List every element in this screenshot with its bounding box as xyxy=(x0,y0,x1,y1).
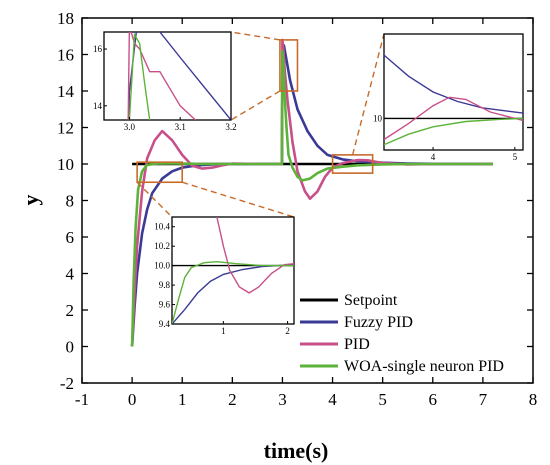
x-tick-label: 1 xyxy=(178,390,187,409)
legend-label: PID xyxy=(344,336,370,353)
inset-series-pid xyxy=(216,217,294,294)
x-tick-label: 4 xyxy=(328,390,337,409)
inset-y-tick-label: 9.4 xyxy=(159,319,171,329)
inset-frame xyxy=(171,216,295,325)
legend-item-setpoint: Setpoint xyxy=(300,292,398,309)
inset-y-tick-label: 10.2 xyxy=(154,241,170,251)
y-tick-label: 6 xyxy=(66,228,75,247)
series-line-pid xyxy=(130,38,493,347)
inset-zoom-rise: 1 2 9.4 9.6 9.8 10.0 10.2 10.4 xyxy=(154,216,295,336)
inset-y-tick-label: 9.8 xyxy=(159,280,171,290)
x-tick-label: 2 xyxy=(228,390,237,409)
connector-line xyxy=(136,181,173,218)
inset-x-tick-label: 3.1 xyxy=(175,122,186,132)
y-tick-label: 8 xyxy=(66,192,75,211)
zoom-boxes xyxy=(136,31,385,218)
inset-x-tick-label: 1 xyxy=(221,326,226,336)
insets: 3.0 3.1 3.2 14 16 4 5 10 1 2 9.4 9.6 9.8 10.0 10.2 10.4 xyxy=(93,31,524,336)
y-tick-label: 12 xyxy=(57,119,74,138)
inset-series-woa-single-neuron-pid xyxy=(128,32,151,120)
inset-x-tick-label: 5 xyxy=(513,152,518,162)
y-tick-label: 4 xyxy=(66,265,75,284)
inset-y-tick-label: 10.4 xyxy=(154,222,170,232)
inset-series-pid xyxy=(127,32,196,120)
connector-line xyxy=(351,33,385,156)
inset-y-tick-label: 10.0 xyxy=(154,261,170,271)
y-tick-label: 0 xyxy=(66,338,75,357)
inset-frame xyxy=(383,33,524,151)
y-tick-label: 10 xyxy=(57,155,74,174)
legend-item-pid: PID xyxy=(300,336,370,353)
x-tick-label: -1 xyxy=(75,390,89,409)
inset-y-tick-label: 16 xyxy=(93,44,103,54)
inset-x-tick-label: 2 xyxy=(285,326,290,336)
legend-label: Setpoint xyxy=(344,292,398,309)
series-line-woa-single-neuron-pid xyxy=(130,49,493,347)
inset-x-tick-label: 3.0 xyxy=(124,122,136,132)
inset-lines xyxy=(127,32,231,120)
x-tick-label: 7 xyxy=(479,390,488,409)
inset-series-fuzzy-pid xyxy=(384,54,523,114)
legend-label: WOA-single neuron PID xyxy=(344,358,504,375)
y-tick-label: 14 xyxy=(57,82,75,101)
inset-series-pid xyxy=(384,96,523,141)
inset-zoom-settle: 4 5 10 xyxy=(373,33,524,162)
source-box-zoom-rise xyxy=(136,161,184,184)
connector-line xyxy=(182,181,295,218)
x-tick-label: 0 xyxy=(128,390,137,409)
x-tick-label: 5 xyxy=(378,390,387,409)
x-axis-title: time(s) xyxy=(264,438,329,463)
legend-item-fuzzy-pid: Fuzzy PID xyxy=(300,314,413,331)
y-tick-label: 18 xyxy=(57,9,74,28)
inset-series-woa-single-neuron-pid xyxy=(384,117,523,146)
x-tick-label: 8 xyxy=(529,390,538,409)
legend: Setpoint Fuzzy PID PID WOA-single neuron PI… xyxy=(300,292,504,375)
x-tick-label: 6 xyxy=(429,390,438,409)
legend-label: Fuzzy PID xyxy=(344,314,413,331)
inset-zoom-spike: 3.0 3.1 3.2 14 16 xyxy=(93,31,237,132)
legend-item-woa-single-neuron-pid: WOA-single neuron PID xyxy=(300,358,504,375)
inset-frame xyxy=(103,31,232,121)
inset-x-tick-label: 3.2 xyxy=(225,122,236,132)
inset-series-woa-single-neuron-pid xyxy=(172,260,294,324)
inset-x-tick-label: 4 xyxy=(431,152,436,162)
inset-y-tick-label: 9.6 xyxy=(159,300,171,310)
inset-lines xyxy=(384,54,523,146)
x-tick-label: 3 xyxy=(278,390,287,409)
y-tick-label: -2 xyxy=(60,374,74,393)
inset-y-tick-label: 10 xyxy=(373,113,383,123)
source-box-zoom-settle xyxy=(331,154,374,174)
source-box-zoom-spike xyxy=(279,39,299,92)
connector-line xyxy=(230,31,281,41)
y-axis-title: y xyxy=(18,195,43,206)
inset-y-tick-label: 14 xyxy=(93,101,103,111)
inset-series-fuzzy-pid xyxy=(128,32,231,120)
inset-series-fuzzy-pid xyxy=(172,264,294,324)
y-tick-label: 16 xyxy=(57,46,74,65)
y-tick-label: 2 xyxy=(66,301,75,320)
connector-line xyxy=(230,90,281,121)
inset-lines xyxy=(172,217,294,324)
